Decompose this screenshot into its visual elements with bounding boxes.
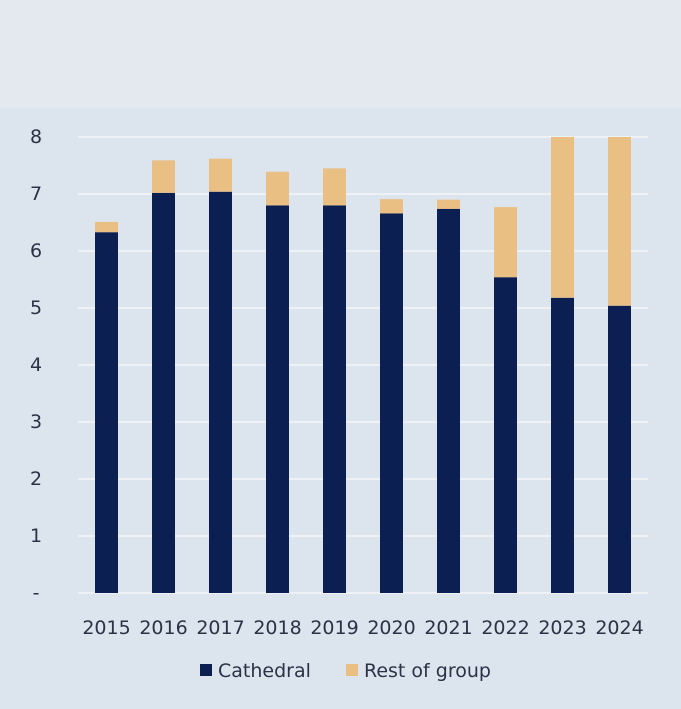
- y-tick-label: 5: [30, 297, 42, 319]
- bar-rest-of-group-2017: [209, 158, 232, 192]
- x-axis: 2015 2016 2017 2018 2019 2020 2021 2022 2023 2024: [82, 617, 643, 639]
- bar-cathedral-2016: [152, 192, 175, 594]
- y-tick-label: 6: [30, 240, 42, 262]
- x-tick-label: 2018: [253, 617, 301, 639]
- bar-rest-of-group-2015: [95, 221, 118, 233]
- bars-layer: [95, 137, 631, 594]
- legend-label: Cathedral: [218, 660, 311, 682]
- bar-rest-of-group-2020: [380, 199, 403, 214]
- bar-rest-of-group-2024: [608, 137, 631, 306]
- y-axis: - 1 2 3 4 5 6 7 8: [30, 126, 42, 604]
- legend: Cathedral Rest of group: [200, 660, 491, 682]
- y-tick-label: 7: [30, 183, 42, 205]
- x-tick-label: 2016: [139, 617, 187, 639]
- y-tick-label: 3: [30, 411, 42, 433]
- x-tick-label: 2020: [367, 617, 415, 639]
- x-tick-label: 2023: [538, 617, 586, 639]
- x-tick-label: 2021: [424, 617, 472, 639]
- bar-rest-of-group-2023: [551, 137, 574, 298]
- x-tick-label: 2019: [310, 617, 358, 639]
- bar-cathedral-2018: [266, 205, 289, 593]
- bar-cathedral-2021: [437, 208, 460, 593]
- bar-cathedral-2019: [323, 205, 346, 593]
- legend-swatch-cathedral: [200, 664, 212, 676]
- bar-rest-of-group-2018: [266, 171, 289, 206]
- legend-label: Rest of group: [364, 660, 491, 682]
- bar-cathedral-2024: [608, 305, 631, 593]
- bar-cathedral-2023: [551, 297, 574, 593]
- title-band: [0, 0, 681, 108]
- y-tick-label: 1: [30, 525, 42, 547]
- bar-rest-of-group-2016: [152, 160, 175, 193]
- y-tick-label: 2: [30, 468, 42, 490]
- bar-cathedral-2022: [494, 277, 517, 593]
- bar-rest-of-group-2021: [437, 199, 460, 209]
- bar-cathedral-2020: [380, 213, 403, 593]
- legend-swatch-rest-of-group: [346, 664, 358, 676]
- x-tick-label: 2022: [481, 617, 529, 639]
- y-tick-label: -: [33, 582, 40, 604]
- y-tick-label: 8: [30, 126, 42, 148]
- y-tick-label: 4: [30, 354, 42, 376]
- x-tick-label: 2015: [82, 617, 130, 639]
- bar-cathedral-2017: [209, 191, 232, 593]
- bar-rest-of-group-2019: [323, 168, 346, 206]
- x-tick-label: 2024: [595, 617, 643, 639]
- x-tick-label: 2017: [196, 617, 244, 639]
- bar-cathedral-2015: [95, 232, 118, 593]
- bar-rest-of-group-2022: [494, 207, 517, 278]
